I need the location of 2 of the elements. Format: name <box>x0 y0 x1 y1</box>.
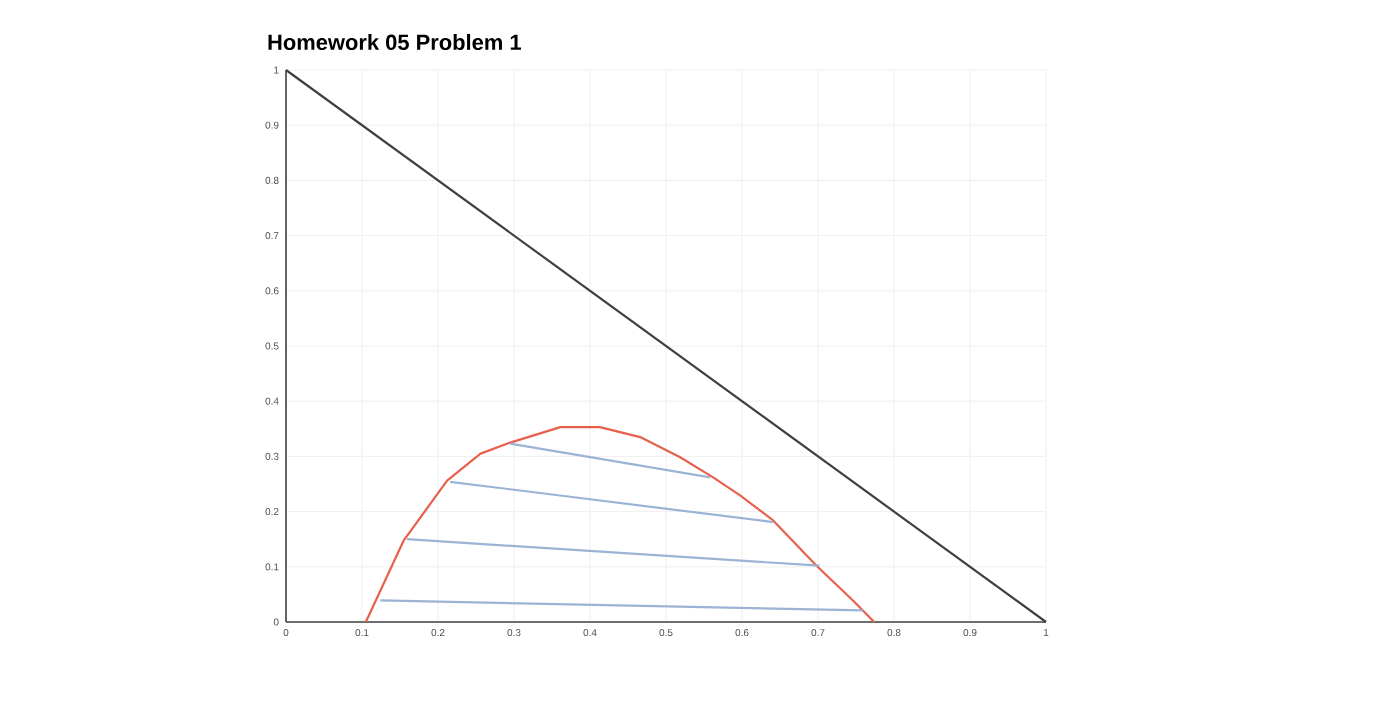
line-series <box>364 426 876 624</box>
chart-title: Homework 05 Problem 1 <box>268 33 521 51</box>
